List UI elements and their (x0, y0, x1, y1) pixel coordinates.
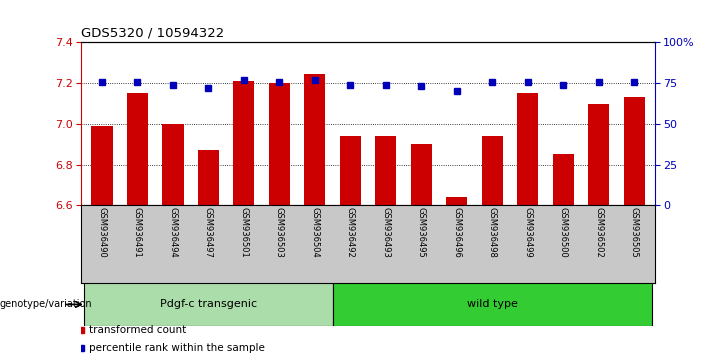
Text: GSM936493: GSM936493 (381, 207, 390, 258)
Bar (233, 81, 254, 205)
Text: GSM936495: GSM936495 (417, 207, 426, 258)
Text: GDS5320 / 10594322: GDS5320 / 10594322 (81, 27, 224, 40)
Bar (446, 197, 468, 205)
Text: GSM936504: GSM936504 (311, 207, 319, 258)
Text: GSM936499: GSM936499 (523, 207, 532, 258)
Bar (198, 150, 219, 205)
Bar (91, 126, 113, 205)
Text: GSM936505: GSM936505 (629, 207, 639, 258)
Text: genotype/variation: genotype/variation (0, 299, 93, 309)
Text: GSM936490: GSM936490 (97, 207, 107, 258)
Text: GSM936503: GSM936503 (275, 207, 284, 258)
Bar (127, 93, 148, 205)
Bar (268, 83, 290, 205)
Bar (84, 283, 332, 326)
Text: GSM936498: GSM936498 (488, 207, 497, 258)
Bar (517, 93, 538, 205)
Text: GSM936500: GSM936500 (559, 207, 568, 258)
Bar (482, 136, 503, 205)
Text: GSM936492: GSM936492 (346, 207, 355, 258)
Text: transformed count: transformed count (89, 325, 186, 335)
Text: wild type: wild type (467, 299, 517, 309)
Text: GSM936491: GSM936491 (133, 207, 142, 258)
Text: GSM936496: GSM936496 (452, 207, 461, 258)
Bar (162, 124, 184, 205)
Text: GSM936497: GSM936497 (204, 207, 213, 258)
Bar (340, 136, 361, 205)
Bar (552, 154, 574, 205)
Bar (623, 97, 645, 205)
Bar (411, 144, 432, 205)
Text: GSM936502: GSM936502 (594, 207, 603, 258)
Bar (332, 283, 652, 326)
Text: GSM936501: GSM936501 (239, 207, 248, 258)
Text: GSM936494: GSM936494 (168, 207, 177, 258)
Text: percentile rank within the sample: percentile rank within the sample (89, 343, 265, 353)
Text: Pdgf-c transgenic: Pdgf-c transgenic (160, 299, 257, 309)
Bar (375, 136, 396, 205)
Bar (588, 104, 609, 205)
Bar (304, 74, 325, 205)
